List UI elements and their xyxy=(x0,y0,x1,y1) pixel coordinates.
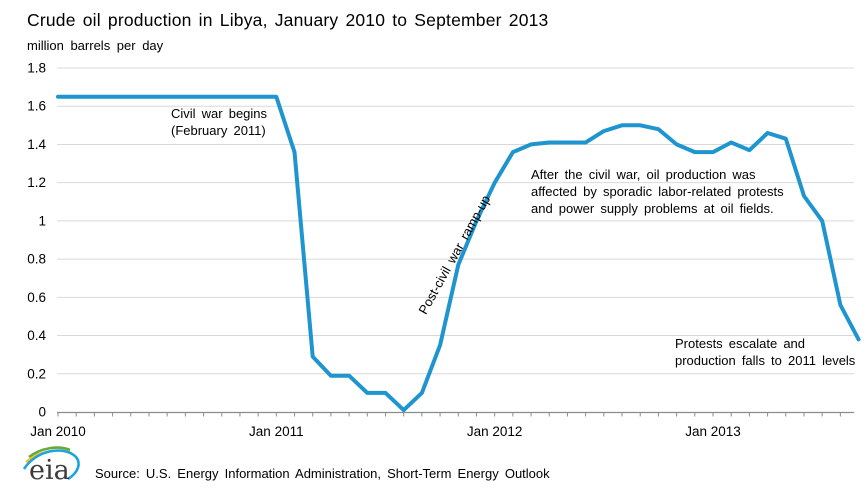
y-tick-label: 1.6 xyxy=(27,99,46,114)
x-tick-label: Jan 2012 xyxy=(467,424,523,439)
annotation-line: production falls to 2011 levels xyxy=(675,352,856,368)
eia-logo: eia xyxy=(22,446,80,486)
y-tick-label: 0.6 xyxy=(27,290,46,305)
x-tick-label: Jan 2011 xyxy=(249,424,304,439)
y-tick-label: 0.2 xyxy=(27,366,46,381)
x-tick-label: Jan 2010 xyxy=(30,424,86,439)
annotation-line: Protests escalate and xyxy=(675,336,806,351)
annotation-line: (February 2011) xyxy=(171,122,266,138)
annotation-civil-war: Civil war begins (February 2011) xyxy=(171,106,267,139)
y-tick-label: 0.4 xyxy=(27,328,46,343)
y-tick-label: 0.8 xyxy=(27,252,46,267)
source-note: Source: U.S. Energy Information Administ… xyxy=(95,466,550,481)
y-tick-label: 1.8 xyxy=(27,61,46,76)
x-tick-label: Jan 2013 xyxy=(685,424,741,439)
eia-logo-blue-swoosh xyxy=(22,449,80,481)
annotation-protests: Protests escalate and production falls t… xyxy=(675,336,855,369)
chart-title: Crude oil production in Libya, January 2… xyxy=(27,10,549,30)
y-tick-label: 1.2 xyxy=(27,175,46,190)
y-tick-label: 1 xyxy=(38,213,46,228)
y-tick-label: 1.4 xyxy=(27,137,46,152)
annotation-after-war: After the civil war, oil production was … xyxy=(531,167,784,216)
annotation-line: Civil war begins xyxy=(171,106,268,121)
y-tick-label: 0 xyxy=(38,405,46,420)
eia-logo-text: eia xyxy=(29,455,70,486)
production-line xyxy=(56,94,861,413)
y-axis-units-label: million barrels per day xyxy=(27,38,164,53)
eia-logo-green-swoosh xyxy=(28,446,71,459)
